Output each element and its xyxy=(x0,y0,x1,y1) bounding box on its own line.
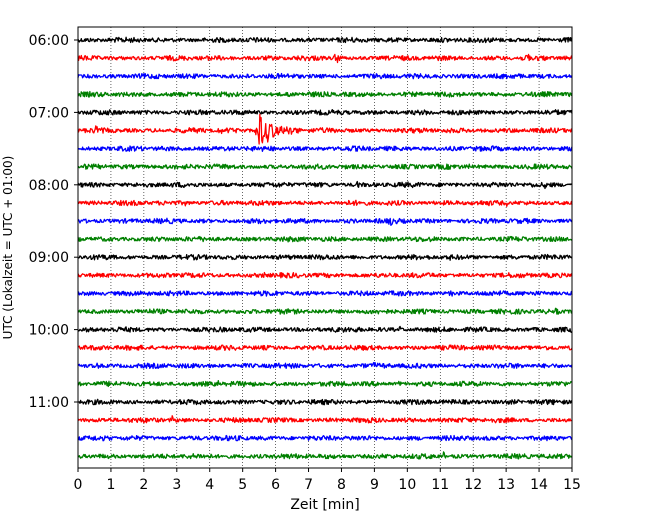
x-tick-label: 12 xyxy=(464,477,482,493)
y-axis-ticks: 06:00 07:00 08:00 09:00 10:00 11:00 xyxy=(29,33,78,411)
x-tick-label: 5 xyxy=(238,477,247,493)
x-tick-label: 6 xyxy=(271,477,280,493)
seismic-trace xyxy=(77,290,573,297)
seismic-trace xyxy=(77,361,573,370)
seismic-trace xyxy=(77,307,573,315)
x-tick-label: 1 xyxy=(106,477,115,493)
seismic-trace xyxy=(77,90,573,98)
seismic-trace xyxy=(77,379,573,388)
y-tick-label: 06:00 xyxy=(29,33,69,49)
seismic-trace xyxy=(77,113,573,145)
seismic-trace xyxy=(77,72,573,80)
y-tick-label: 10:00 xyxy=(29,323,69,339)
seismic-trace xyxy=(77,398,573,406)
y-tick-label: 09:00 xyxy=(29,250,69,266)
x-axis-label: Zeit [min] xyxy=(290,497,359,513)
x-tick-label: 2 xyxy=(139,477,148,493)
seismic-trace xyxy=(77,434,573,442)
plot-frame xyxy=(77,26,573,469)
seismic-trace xyxy=(77,53,573,64)
x-tick-label: 0 xyxy=(74,477,83,493)
seismic-trace xyxy=(77,36,573,44)
x-tick-label: 8 xyxy=(337,477,346,493)
x-tick-label: 11 xyxy=(431,477,449,493)
y-tick-label: 07:00 xyxy=(29,105,69,121)
y-tick-label: 11:00 xyxy=(29,395,69,411)
seismic-trace xyxy=(77,199,573,207)
x-tick-label: 9 xyxy=(370,477,379,493)
x-tick-label: 15 xyxy=(563,477,581,493)
x-tick-label: 10 xyxy=(398,477,416,493)
x-axis-ticks: 0 1 2 3 4 5 6 7 8 9 10 11 12 13 14 15 xyxy=(74,468,581,493)
y-axis-label: UTC (Lokalzeit = UTC + 01:00) xyxy=(1,156,15,340)
seismic-trace xyxy=(78,344,573,352)
x-tick-label: 4 xyxy=(205,477,214,493)
trace-layer xyxy=(77,36,573,460)
seismic-trace xyxy=(77,180,573,190)
seismic-trace xyxy=(77,109,573,116)
seismic-trace xyxy=(77,451,573,460)
y-tick-label: 08:00 xyxy=(29,178,69,194)
seismic-trace xyxy=(77,145,573,153)
seismic-trace xyxy=(77,217,573,226)
seismic-trace xyxy=(77,253,573,261)
seismic-trace xyxy=(77,271,573,279)
seismic-trace xyxy=(77,163,573,171)
seismic-trace xyxy=(77,235,573,243)
x-tick-label: 7 xyxy=(304,477,313,493)
x-tick-label: 14 xyxy=(530,477,548,493)
x-tick-label: 3 xyxy=(172,477,181,493)
seismic-trace xyxy=(77,325,573,333)
seismic-trace xyxy=(77,415,573,424)
x-tick-label: 13 xyxy=(497,477,515,493)
